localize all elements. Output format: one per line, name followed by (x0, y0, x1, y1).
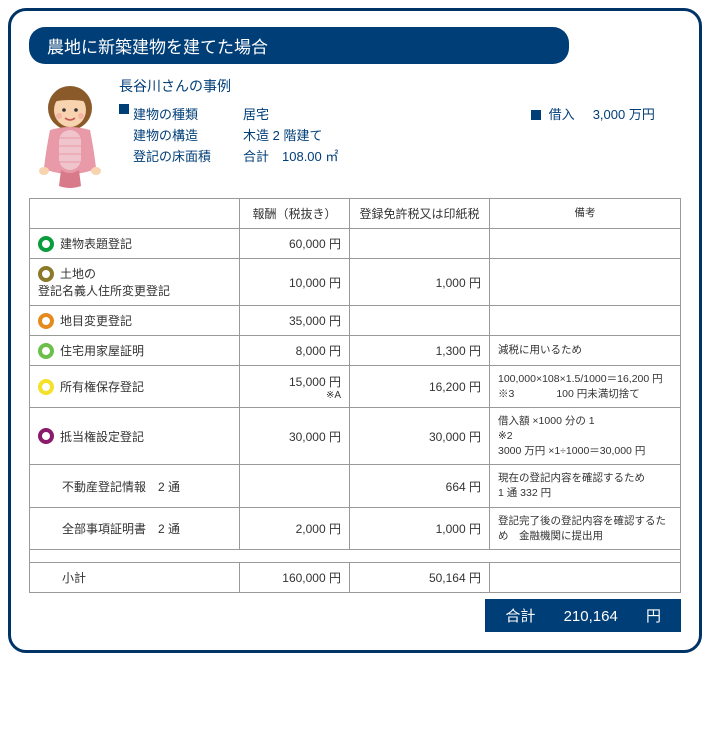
row-name: 全部事項証明書 2 通 (62, 522, 180, 536)
loan-value: 3,000 万円 (593, 107, 655, 122)
row-name: 建物表題登記 (60, 237, 132, 251)
row-name: 地目変更登記 (60, 314, 132, 328)
th-tax: 登録免許税又は印紙税 (350, 199, 490, 229)
row-fee (240, 465, 350, 507)
row-name-cell: 全部事項証明書 2 通 (30, 507, 240, 549)
row-name: 住宅用家屋証明 (60, 344, 144, 358)
bullet-icon (38, 236, 54, 252)
row-fee: 8,000 円 (240, 336, 350, 366)
row-tax: 1,300 円 (350, 336, 490, 366)
row-fee: 60,000 円 (240, 229, 350, 259)
document-frame: 農地に新築建物を建てた場合 (8, 8, 702, 653)
row-note (490, 259, 681, 306)
row-fee: 15,000 円※A (240, 366, 350, 408)
table-row: 所有権保存登記 15,000 円※A16,200 円100,000×108×1.5… (30, 366, 681, 408)
th-name (30, 199, 240, 229)
subtotal-label: 小計 (30, 563, 240, 593)
avatar (29, 76, 119, 190)
row-fee: 35,000 円 (240, 306, 350, 336)
row-note: 100,000×108×1.5/1000＝16,200 円※3 100 円未満切… (490, 366, 681, 408)
table-row: 地目変更登記 35,000 円 (30, 306, 681, 336)
row-fee: 30,000 円 (240, 408, 350, 465)
bullet-icon (38, 266, 54, 282)
bullet-square-icon (119, 104, 129, 114)
row-fee: 10,000 円 (240, 259, 350, 306)
subtotal-tax: 50,164 円 (350, 563, 490, 593)
subtotal-row: 小計 160,000 円 50,164 円 (30, 563, 681, 593)
total-unit: 円 (646, 608, 661, 625)
row-fee-sub: ※A (248, 390, 341, 401)
floor-area-value: 合計 108.00 ㎡ (243, 146, 383, 165)
row-tax: 16,200 円 (350, 366, 490, 408)
building-type-label: 建物の種類 (133, 104, 243, 123)
title-text: 農地に新築建物を建てた場合 (47, 38, 268, 57)
row-name: 土地の登記名義人住所変更登記 (38, 267, 170, 298)
floor-area-label: 登記の床面積 (133, 146, 243, 165)
case-name: 長谷川さんの事例 (119, 76, 681, 96)
th-fee: 報酬（税抜き） (240, 199, 350, 229)
row-tax (350, 306, 490, 336)
subtotal-note (490, 563, 681, 593)
table-row: 全部事項証明書 2 通 2,000 円1,000 円登記完了後の登記内容を確認する… (30, 507, 681, 549)
title-bar: 農地に新築建物を建てた場合 (29, 27, 569, 64)
info-text: 長谷川さんの事例 建物の種類 居宅 建物の構造 木造 2 階建て 登記の床面積 … (119, 76, 681, 169)
total-value: 210,164 (564, 608, 618, 625)
row-name-cell: 不動産登記情報 2 通 (30, 465, 240, 507)
building-struct-label: 建物の構造 (133, 125, 243, 144)
row-note: 登記完了後の登記内容を確認するため 金融機関に提出用 (490, 507, 681, 549)
row-note (490, 306, 681, 336)
total-label: 合計 (505, 608, 535, 625)
table-row: 建物表題登記 60,000 円 (30, 229, 681, 259)
row-note: 借入額 ×1000 分の 1※23000 万円 ×1÷1000＝30,000 円 (490, 408, 681, 465)
row-tax (350, 229, 490, 259)
building-struct-value: 木造 2 階建て (243, 125, 383, 144)
table-row: 住宅用家屋証明 8,000 円1,300 円減税に用いるため (30, 336, 681, 366)
fee-table: 報酬（税抜き） 登録免許税又は印紙税 備考 建物表題登記60,000 円土地の登… (29, 198, 681, 593)
row-name: 抵当権設定登記 (60, 430, 144, 444)
row-tax: 664 円 (350, 465, 490, 507)
bullet-square-icon (531, 110, 541, 120)
row-note: 減税に用いるため (490, 336, 681, 366)
subtotal-fee: 160,000 円 (240, 563, 350, 593)
row-tax: 1,000 円 (350, 259, 490, 306)
row-name-cell: 抵当権設定登記 (30, 408, 240, 465)
info-section: 長谷川さんの事例 建物の種類 居宅 建物の構造 木造 2 階建て 登記の床面積 … (29, 76, 681, 190)
building-type-value: 居宅 (243, 104, 383, 123)
row-name: 不動産登記情報 2 通 (62, 480, 180, 494)
table-row: 抵当権設定登記30,000 円30,000 円借入額 ×1000 分の 1※23… (30, 408, 681, 465)
row-name-cell: 地目変更登記 (30, 306, 240, 336)
row-name-cell: 住宅用家屋証明 (30, 336, 240, 366)
table-row: 不動産登記情報 2 通 664 円現在の登記内容を確認するため1 通 332 円 (30, 465, 681, 507)
bullet-icon (38, 379, 54, 395)
bullet-icon (38, 428, 54, 444)
total-bar: 合計 210,164 円 (485, 599, 681, 632)
row-name-cell: 土地の登記名義人住所変更登記 (30, 259, 240, 306)
loan-label: 借入 (549, 107, 575, 122)
row-note: 現在の登記内容を確認するため1 通 332 円 (490, 465, 681, 507)
row-name: 所有権保存登記 (60, 380, 144, 394)
th-note: 備考 (490, 199, 681, 229)
table-row: 土地の登記名義人住所変更登記 10,000 円1,000 円 (30, 259, 681, 306)
row-note (490, 229, 681, 259)
row-tax: 1,000 円 (350, 507, 490, 549)
row-tax: 30,000 円 (350, 408, 490, 465)
bullet-icon (38, 313, 54, 329)
row-name-cell: 所有権保存登記 (30, 366, 240, 408)
row-fee: 2,000 円 (240, 507, 350, 549)
row-name-cell: 建物表題登記 (30, 229, 240, 259)
bullet-icon (38, 343, 54, 359)
